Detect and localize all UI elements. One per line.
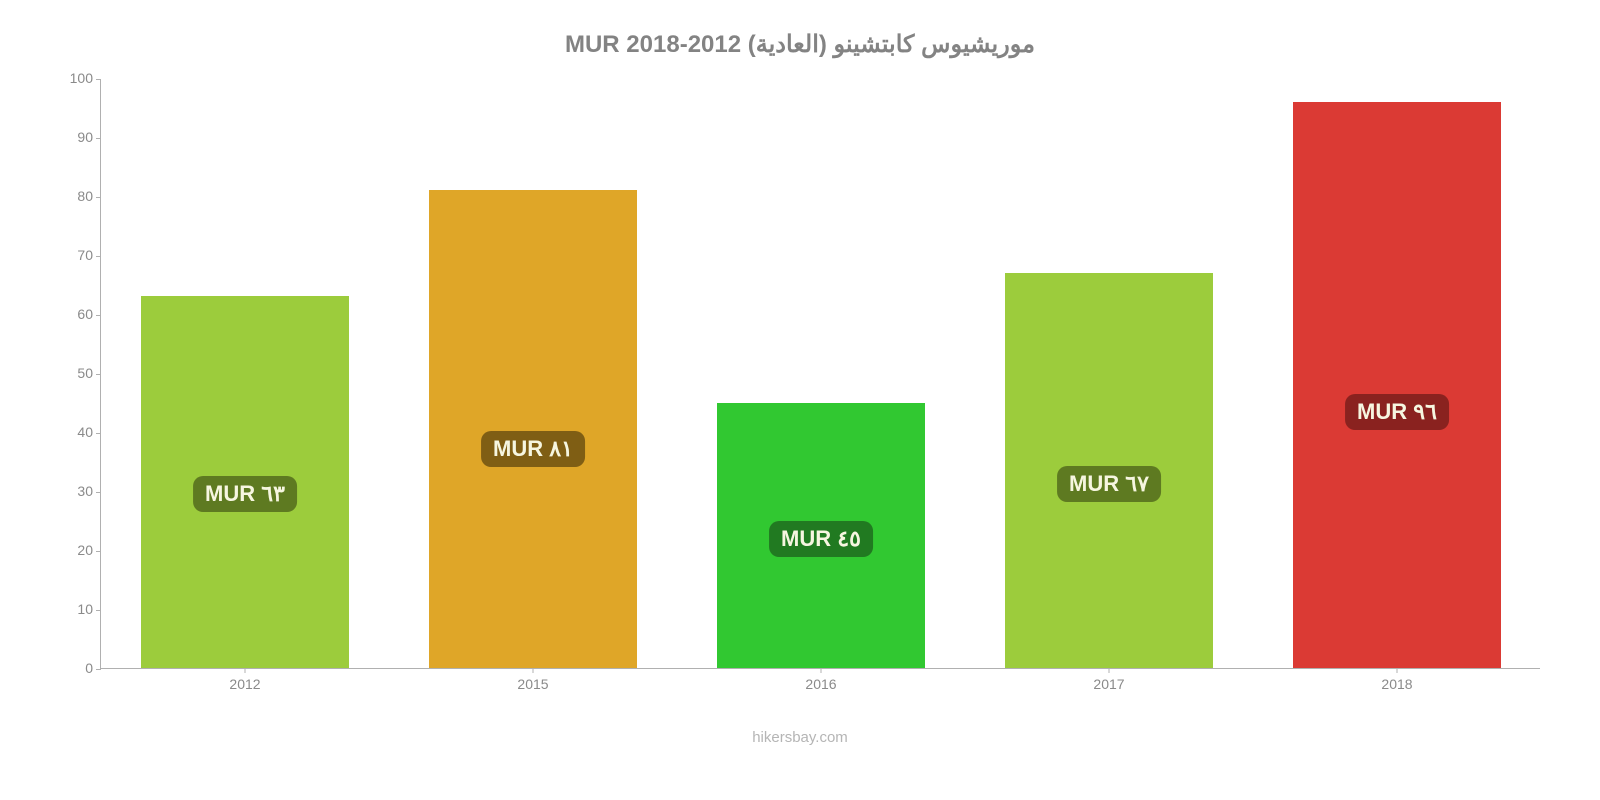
x-tick-mark <box>1109 668 1110 673</box>
y-tick-label: 50 <box>61 365 93 381</box>
x-tick-mark <box>533 668 534 673</box>
y-tick-label: 70 <box>61 247 93 263</box>
chart-bar: ٦٧ MUR <box>1005 273 1212 668</box>
y-tick-label: 80 <box>61 188 93 204</box>
y-tick-mark <box>96 79 101 80</box>
x-tick-label: 2016 <box>805 676 836 692</box>
bar-value-label: ٦٣ MUR <box>193 476 297 512</box>
y-tick-mark <box>96 138 101 139</box>
x-tick-mark <box>245 668 246 673</box>
chart-bar: ٩٦ MUR <box>1293 102 1500 668</box>
y-tick-mark <box>96 256 101 257</box>
chart-title: موريشيوس كابتشينو (العادية) MUR 2018-201… <box>0 0 1600 69</box>
y-tick-label: 40 <box>61 424 93 440</box>
y-tick-label: 30 <box>61 483 93 499</box>
y-tick-mark <box>96 315 101 316</box>
x-tick-label: 2012 <box>229 676 260 692</box>
y-tick-mark <box>96 551 101 552</box>
y-tick-mark <box>96 197 101 198</box>
bar-value-label: ٩٦ MUR <box>1345 394 1449 430</box>
chart-bar: ٤٥ MUR <box>717 403 924 669</box>
x-tick-label: 2017 <box>1093 676 1124 692</box>
bar-value-label: ٤٥ MUR <box>769 521 873 557</box>
x-tick-mark <box>1397 668 1398 673</box>
x-tick-label: 2015 <box>517 676 548 692</box>
y-tick-label: 100 <box>61 70 93 86</box>
y-tick-mark <box>96 492 101 493</box>
y-tick-label: 90 <box>61 129 93 145</box>
x-tick-label: 2018 <box>1381 676 1412 692</box>
chart-source: hikersbay.com <box>0 729 1600 746</box>
chart-container: 0 10 20 30 40 50 60 70 80 90 100 ٦٣ MUR 2012 ٨١ MUR 20… <box>50 69 1550 709</box>
y-tick-label: 0 <box>61 660 93 676</box>
chart-bar: ٨١ MUR <box>429 190 636 668</box>
y-tick-label: 10 <box>61 601 93 617</box>
y-tick-mark <box>96 433 101 434</box>
y-tick-label: 60 <box>61 306 93 322</box>
x-tick-mark <box>821 668 822 673</box>
y-tick-mark <box>96 374 101 375</box>
y-tick-mark <box>96 610 101 611</box>
bar-value-label: ٨١ MUR <box>481 431 585 467</box>
chart-bar: ٦٣ MUR <box>141 296 348 668</box>
y-tick-mark <box>96 669 101 670</box>
y-tick-label: 20 <box>61 542 93 558</box>
bar-value-label: ٦٧ MUR <box>1057 466 1161 502</box>
plot-area: 0102030405060708090100٦٣ MUR2012٨١ MUR20… <box>100 79 1540 669</box>
